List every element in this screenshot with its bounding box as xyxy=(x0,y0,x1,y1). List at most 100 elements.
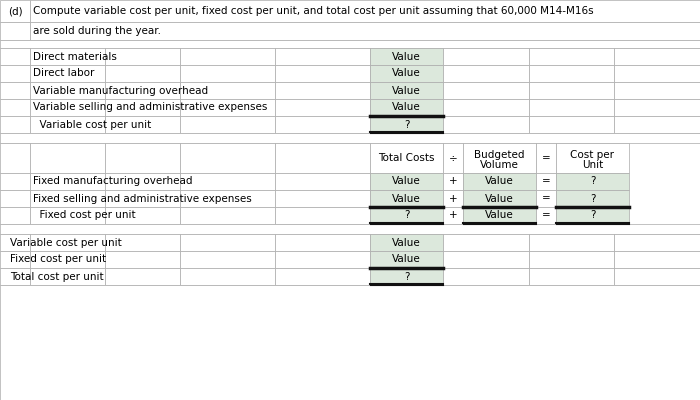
Bar xyxy=(536,143,556,173)
Bar xyxy=(615,65,700,82)
Bar xyxy=(370,234,443,251)
Bar xyxy=(30,251,105,268)
Bar xyxy=(528,116,615,133)
Bar xyxy=(0,268,30,285)
Bar xyxy=(30,82,105,99)
Bar xyxy=(615,251,700,268)
Bar xyxy=(275,251,370,268)
Bar xyxy=(370,116,443,133)
Bar xyxy=(615,268,700,285)
Bar xyxy=(180,268,275,285)
Text: Variable cost per unit: Variable cost per unit xyxy=(10,238,122,248)
Bar xyxy=(0,173,30,190)
Bar xyxy=(370,190,443,207)
Bar xyxy=(180,48,275,65)
Bar xyxy=(30,99,105,116)
Text: ?: ? xyxy=(589,210,595,220)
Bar xyxy=(105,173,180,190)
Text: Value: Value xyxy=(392,194,421,204)
Text: ÷: ÷ xyxy=(449,153,457,163)
Bar xyxy=(180,251,275,268)
Bar xyxy=(180,173,275,190)
Bar xyxy=(615,82,700,99)
Text: Value: Value xyxy=(392,238,421,248)
Bar xyxy=(30,268,105,285)
Bar xyxy=(443,251,528,268)
Text: Cost per: Cost per xyxy=(570,150,615,160)
Text: Volume: Volume xyxy=(480,160,519,170)
Text: Value: Value xyxy=(392,102,421,112)
Bar xyxy=(0,22,30,40)
Bar xyxy=(370,173,443,190)
Bar xyxy=(30,234,105,251)
Bar xyxy=(0,65,30,82)
Bar xyxy=(528,268,615,285)
Bar xyxy=(275,116,370,133)
Bar xyxy=(615,99,700,116)
Bar xyxy=(180,234,275,251)
Bar xyxy=(30,190,105,207)
Text: Value: Value xyxy=(485,176,514,186)
Bar xyxy=(536,190,556,207)
Bar xyxy=(275,143,370,173)
Bar xyxy=(275,48,370,65)
Bar xyxy=(105,234,180,251)
Bar xyxy=(556,207,629,224)
Bar xyxy=(105,116,180,133)
Bar xyxy=(443,48,528,65)
Bar xyxy=(180,82,275,99)
Text: Direct materials: Direct materials xyxy=(33,52,117,62)
Bar xyxy=(180,143,275,173)
Bar xyxy=(30,143,105,173)
Bar xyxy=(443,82,528,99)
Text: Value: Value xyxy=(392,86,421,96)
Text: Value: Value xyxy=(392,176,421,186)
Bar xyxy=(0,224,700,234)
Bar xyxy=(105,65,180,82)
Text: Value: Value xyxy=(485,194,514,204)
Bar xyxy=(0,133,700,143)
Bar xyxy=(0,285,700,400)
Text: Value: Value xyxy=(392,52,421,62)
Text: =: = xyxy=(542,153,550,163)
Text: ?: ? xyxy=(404,120,410,130)
Bar xyxy=(370,268,443,285)
Bar xyxy=(180,190,275,207)
Bar xyxy=(370,65,443,82)
Bar xyxy=(0,0,30,22)
Bar xyxy=(463,207,536,224)
Bar xyxy=(180,116,275,133)
Bar xyxy=(556,173,629,190)
Bar xyxy=(370,207,443,224)
Text: Variable selling and administrative expenses: Variable selling and administrative expe… xyxy=(33,102,267,112)
Bar xyxy=(528,99,615,116)
Text: Total Costs: Total Costs xyxy=(378,153,435,163)
Bar xyxy=(105,207,180,224)
Bar xyxy=(615,48,700,65)
Bar xyxy=(443,173,463,190)
Text: are sold during the year.: are sold during the year. xyxy=(33,26,161,36)
Text: Variable cost per unit: Variable cost per unit xyxy=(33,120,151,130)
Text: +: + xyxy=(449,210,457,220)
Text: =: = xyxy=(542,210,550,220)
Bar xyxy=(528,234,615,251)
Bar xyxy=(105,251,180,268)
Bar xyxy=(275,173,370,190)
Bar xyxy=(30,173,105,190)
Text: ?: ? xyxy=(404,210,410,220)
Text: Value: Value xyxy=(392,68,421,78)
Bar xyxy=(528,251,615,268)
Text: Value: Value xyxy=(392,254,421,264)
Bar xyxy=(463,143,536,173)
Text: =: = xyxy=(542,194,550,204)
Bar xyxy=(0,190,30,207)
Bar xyxy=(275,207,370,224)
Text: +: + xyxy=(449,194,457,204)
Text: ?: ? xyxy=(404,272,410,282)
Bar xyxy=(0,234,30,251)
Bar xyxy=(463,173,536,190)
Bar xyxy=(30,207,105,224)
Bar xyxy=(30,0,700,22)
Bar xyxy=(275,65,370,82)
Bar xyxy=(443,190,463,207)
